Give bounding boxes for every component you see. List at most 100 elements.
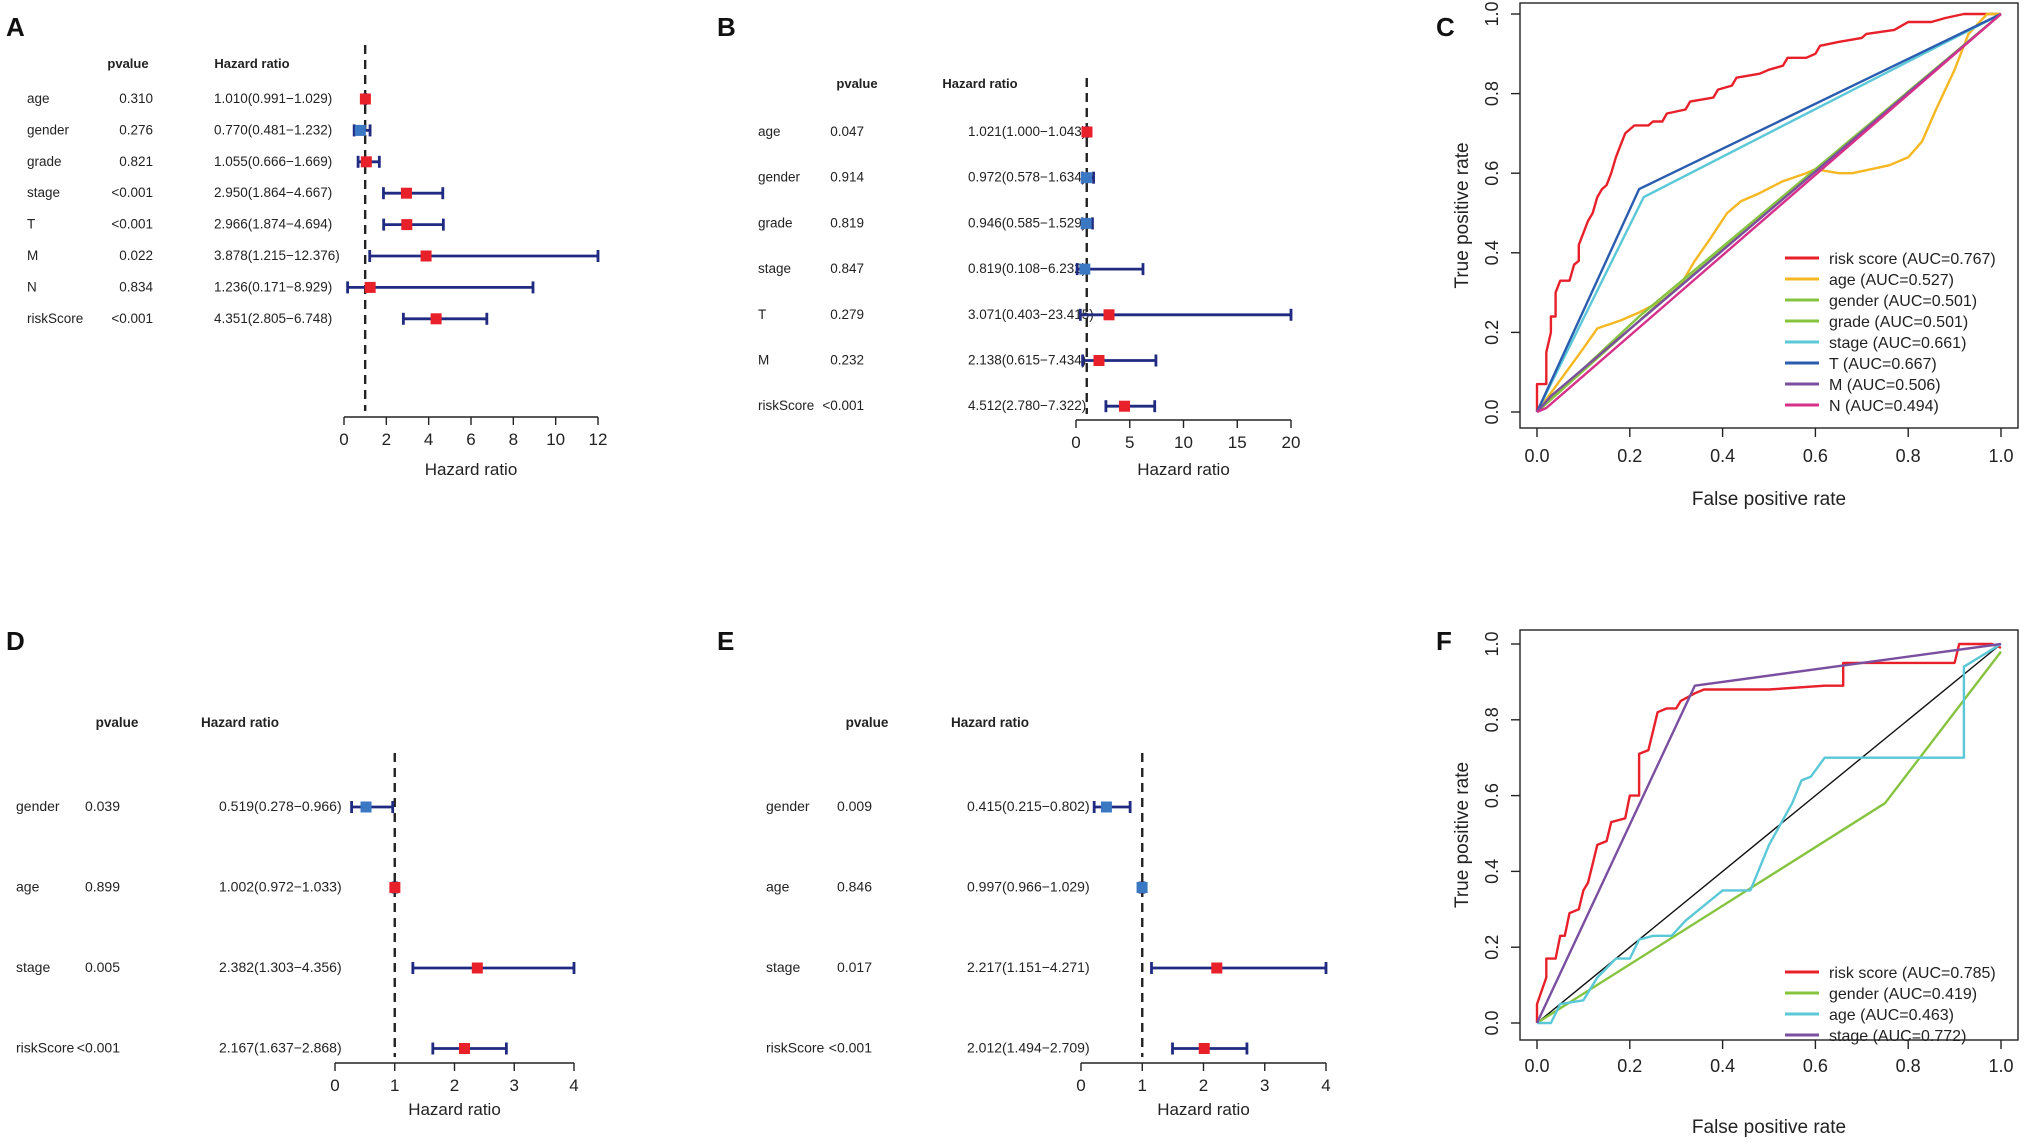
- B-hr-point-age: [1081, 126, 1093, 138]
- F-legend-label-1: gender (AUC=0.419): [1829, 986, 1977, 1003]
- C-legend-label-0: risk score (AUC=0.767): [1829, 251, 1996, 268]
- A-row-hr-text-n: 1.236(0.171−8.929): [214, 279, 332, 294]
- C-x-axis-label: False positive rate: [1692, 489, 1846, 510]
- D-row-label-stage: stage: [16, 959, 50, 975]
- D-row-label-riskscore: riskScore: [16, 1040, 75, 1056]
- D-row-label-gender: gender: [16, 798, 60, 814]
- E-x-tick-label-2: 2: [1199, 1076, 1208, 1095]
- B-row-label-stage: stage: [758, 261, 791, 276]
- C-roc-line-1: [1536, 12, 2001, 413]
- B-row-label-m: M: [758, 353, 769, 368]
- B-hr-point-riskscore: [1119, 400, 1131, 412]
- F-y-tick-label-5: 1.0: [1482, 631, 1502, 656]
- F-legend-label-3: stage (AUC=0.772): [1829, 1028, 1966, 1045]
- E-x-tick-label-0: 0: [1076, 1076, 1085, 1095]
- F-x-tick-label-5: 1.0: [1988, 1056, 2013, 1076]
- A-row-pvalue-stage: <0.001: [111, 185, 153, 200]
- C-legend-label-3: grade (AUC=0.501): [1829, 314, 1968, 331]
- C-x-tick-label-0: 0.0: [1524, 446, 1549, 466]
- panel-letter-B: B: [717, 12, 736, 42]
- F-legend-label-0: risk score (AUC=0.785): [1829, 965, 1996, 982]
- D-row-hr-text-age: 1.002(0.972−1.033): [219, 879, 342, 895]
- forest-plot-D: pvalue Hazard ratio gender 0.039 0.519(0.278…: [16, 715, 579, 1119]
- E-header-hazard-ratio: Hazard ratio: [951, 715, 1029, 730]
- A-x-tick-label-2: 2: [382, 430, 391, 449]
- E-x-tick-label-1: 1: [1138, 1076, 1147, 1095]
- B-row-label-riskscore: riskScore: [758, 398, 814, 413]
- A-row-hr-text-gender: 0.770(0.481−1.232): [214, 122, 332, 137]
- D-hr-point-stage: [471, 962, 483, 974]
- B-row-pvalue-gender: 0.914: [830, 170, 864, 185]
- C-x-tick-label-2: 0.4: [1710, 446, 1735, 466]
- F-y-tick-label-1: 0.2: [1482, 935, 1502, 960]
- C-plot-frame: [1519, 2, 2019, 429]
- D-hr-point-age: [389, 882, 401, 893]
- panel-letter-D: D: [6, 626, 25, 656]
- E-row-pvalue-gender: 0.009: [837, 798, 872, 814]
- A-row-label-grade: grade: [27, 154, 62, 169]
- B-row-hr-text-t: 3.071(0.403−23.415): [968, 307, 1094, 322]
- A-row-label-gender: gender: [27, 122, 70, 137]
- D-row-hr-text-stage: 2.382(1.303−4.356): [219, 959, 342, 975]
- B-row-pvalue-grade: 0.819: [830, 215, 864, 230]
- D-x-axis-label: Hazard ratio: [408, 1100, 501, 1119]
- A-hr-point-age: [359, 93, 371, 105]
- C-y-tick-label-2: 0.4: [1482, 240, 1502, 265]
- B-row-label-t: T: [758, 307, 766, 322]
- B-row-hr-text-grade: 0.946(0.585−1.529): [968, 215, 1086, 230]
- A-x-axis-label: Hazard ratio: [425, 460, 518, 479]
- B-row-pvalue-age: 0.047: [830, 124, 864, 139]
- B-x-tick-label-15: 15: [1228, 433, 1247, 452]
- A-row-pvalue-n: 0.834: [119, 279, 153, 294]
- A-row-label-riskscore: riskScore: [27, 311, 83, 326]
- A-row-pvalue-grade: 0.821: [119, 154, 153, 169]
- E-row-label-stage: stage: [766, 959, 800, 975]
- panel-letter-F: F: [1436, 626, 1452, 656]
- E-row-label-age: age: [766, 879, 790, 895]
- A-header-pvalue: pvalue: [107, 56, 148, 71]
- D-row-label-age: age: [16, 879, 40, 895]
- A-row-label-m: M: [27, 248, 38, 263]
- B-x-tick-label-10: 10: [1174, 433, 1193, 452]
- D-hr-point-gender: [360, 801, 372, 813]
- B-row-hr-text-m: 2.138(0.615−7.434): [968, 353, 1086, 368]
- F-roc-line-3: [1535, 642, 2002, 1024]
- A-row-label-t: T: [27, 217, 35, 232]
- C-y-tick-label-4: 0.8: [1482, 81, 1502, 106]
- C-x-tick-label-4: 0.8: [1896, 446, 1921, 466]
- A-header-hazard-ratio: Hazard ratio: [214, 56, 289, 71]
- E-row-pvalue-riskscore: <0.001: [829, 1040, 872, 1056]
- A-hr-point-riskscore: [430, 313, 442, 325]
- E-row-hr-text-stage: 2.217(1.151−4.271): [967, 959, 1090, 975]
- panel-letter-E: E: [717, 626, 735, 656]
- A-hr-point-m: [420, 250, 432, 262]
- A-row-hr-text-riskscore: 4.351(2.805−6.748): [214, 311, 332, 326]
- A-row-hr-text-stage: 2.950(1.864−4.667): [214, 185, 332, 200]
- A-x-tick-label-12: 12: [589, 430, 608, 449]
- B-row-pvalue-t: 0.279: [830, 307, 864, 322]
- E-x-tick-label-3: 3: [1260, 1076, 1269, 1095]
- D-hr-point-riskscore: [458, 1043, 470, 1054]
- E-row-hr-text-gender: 0.415(0.215−0.802): [967, 798, 1090, 814]
- E-row-hr-text-age: 0.997(0.966−1.029): [967, 879, 1090, 895]
- A-row-pvalue-riskscore: <0.001: [111, 311, 153, 326]
- A-row-pvalue-age: 0.310: [119, 91, 153, 106]
- A-row-label-age: age: [27, 91, 50, 106]
- A-row-pvalue-m: 0.022: [119, 248, 153, 263]
- C-y-tick-label-5: 1.0: [1482, 1, 1502, 26]
- F-roc-line-2: [1537, 642, 2002, 1025]
- D-row-hr-text-gender: 0.519(0.278−0.966): [219, 798, 342, 814]
- B-x-tick-label-5: 5: [1125, 433, 1134, 452]
- B-hr-point-t: [1103, 309, 1115, 321]
- B-row-hr-text-stage: 0.819(0.108−6.232): [968, 261, 1086, 276]
- A-x-tick-label-6: 6: [466, 430, 475, 449]
- B-header-hazard-ratio: Hazard ratio: [942, 76, 1017, 91]
- B-row-pvalue-m: 0.232: [830, 353, 864, 368]
- C-legend-label-5: T (AUC=0.667): [1829, 356, 1937, 373]
- C-roc-line-7: [1536, 13, 2002, 414]
- D-x-tick-label-3: 3: [510, 1076, 519, 1095]
- F-plot-frame: [1519, 629, 2019, 1041]
- F-x-tick-label-1: 0.2: [1617, 1056, 1642, 1076]
- B-row-label-gender: gender: [758, 170, 801, 185]
- C-y-tick-label-0: 0.0: [1482, 399, 1502, 424]
